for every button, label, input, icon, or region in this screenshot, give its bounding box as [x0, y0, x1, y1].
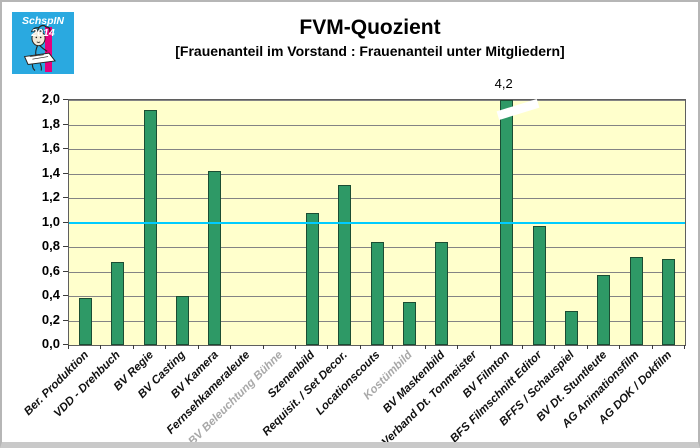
bar-bfs-filmschnitt-editor	[532, 226, 546, 345]
bar-bv-dt-stuntleute	[597, 275, 611, 345]
y-axis-tick-mark	[63, 221, 68, 223]
x-axis-tick-mark	[132, 345, 134, 349]
x-axis-tick-mark	[619, 345, 621, 349]
gridline	[69, 100, 685, 101]
y-axis-tick-label: 1,2	[41, 189, 60, 204]
x-axis-tick-mark	[294, 345, 296, 349]
x-axis-tick-mark	[165, 345, 167, 349]
gridline	[69, 124, 685, 126]
logo-writer-illustration	[23, 24, 56, 71]
y-axis-tick-label: 0,8	[41, 238, 60, 253]
y-axis-tick-mark	[63, 319, 68, 321]
bar-bv-regie	[143, 109, 157, 345]
schspin-logo: SchspIN 2014	[12, 12, 74, 74]
bar-bv-maskenbild	[435, 242, 449, 345]
y-axis-tick-mark	[63, 123, 68, 125]
y-axis-tick-label: 1,6	[41, 140, 60, 155]
bar-bv-casting	[176, 296, 189, 345]
gridline	[69, 198, 685, 199]
x-axis-tick-mark	[359, 345, 361, 349]
bar-ag-dok-dokfilm	[662, 259, 676, 346]
x-axis-tick-mark	[392, 345, 394, 349]
x-axis-tick-mark	[489, 345, 491, 349]
y-axis-tick-label: 0,2	[41, 311, 60, 327]
bar-bffs-schauspiel	[565, 310, 578, 345]
bar-requisit-set-decor-	[338, 184, 352, 345]
y-axis-tick-mark	[63, 344, 68, 345]
x-axis-tick-mark	[327, 345, 329, 349]
y-axis-tick-mark	[63, 197, 68, 198]
bar-bv-kamera	[208, 171, 222, 345]
y-axis-tick-mark	[63, 246, 68, 247]
plot-area	[68, 99, 686, 346]
x-axis-tick-mark	[68, 345, 69, 349]
chart-title: FVM-Quozient	[299, 16, 441, 39]
y-axis-tick-label: 0,4	[41, 287, 60, 302]
y-axis-tick-mark	[63, 99, 68, 100]
logo-text: SchspIN 2014	[21, 15, 64, 39]
category-label-anchor: AG DOK / Dokfilm	[466, 349, 675, 427]
logo-pink-stripe	[45, 27, 52, 72]
x-axis-tick-mark	[457, 345, 459, 349]
y-axis-tick-label: 0,0	[41, 336, 60, 351]
gridline	[69, 173, 685, 175]
x-axis-tick-mark	[424, 345, 426, 349]
y-axis-tick-mark	[63, 270, 68, 272]
bar-szenenbild	[305, 212, 319, 345]
x-axis-tick-mark	[100, 345, 102, 349]
y-axis-tick-label: 1,8	[41, 115, 60, 131]
bar-kost-mbild	[402, 302, 416, 345]
x-axis-tick-mark	[651, 345, 653, 349]
x-axis-tick-mark	[554, 345, 556, 349]
x-axis-tick-mark	[684, 345, 685, 349]
bar-vdd-drehbuch	[111, 261, 125, 345]
y-axis-tick-mark	[63, 148, 68, 149]
y-axis-tick-label: 1,4	[41, 164, 60, 180]
chart-subtitle: [Frauenanteil im Vorstand : Frauenanteil…	[175, 43, 565, 59]
y-axis-tick-mark	[63, 172, 68, 174]
bar-locationscouts	[370, 242, 384, 345]
clipped-bar-value-label: 4,2	[494, 76, 513, 91]
y-axis-tick-label: 0,6	[41, 262, 60, 278]
x-axis-tick-mark	[521, 345, 523, 349]
y-axis-tick-mark	[63, 295, 68, 296]
bar-ag-animationsfilm	[629, 256, 643, 345]
x-axis-tick-mark	[262, 345, 264, 349]
bar-ber-produktion	[78, 298, 92, 345]
gridline	[69, 149, 685, 150]
x-axis-tick-mark	[197, 345, 199, 349]
x-axis-tick-mark	[586, 345, 588, 349]
y-axis-tick-label: 1,0	[41, 213, 60, 229]
x-axis-tick-mark	[230, 345, 232, 349]
y-axis-tick-label: 2,0	[41, 91, 60, 106]
reference-line	[69, 221, 685, 224]
